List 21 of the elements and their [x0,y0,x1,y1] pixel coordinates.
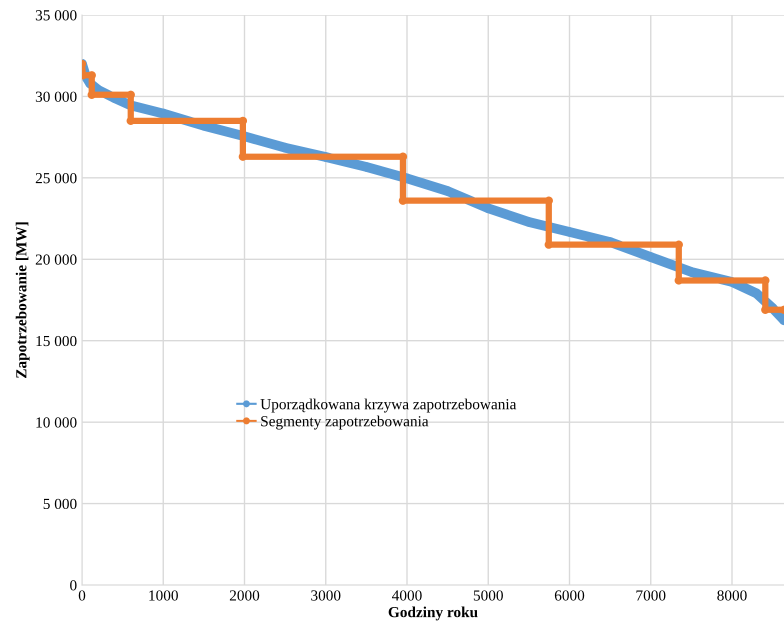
y-axis-title: Zapotrzebowanie [MW] [16,222,30,378]
y-tick-label: 5 000 [44,498,77,510]
y-tick-label: 0 [70,580,77,590]
x-tick-label: 5000 [474,590,503,601]
y-tick-label: 35 000 [36,10,77,20]
x-tick-label: 1000 [149,590,178,601]
y-tick-label: 25 000 [36,173,77,184]
y-tick-label: 15 000 [36,336,77,346]
y-tick-label: 30 000 [36,92,77,102]
y-tick-label: 20 000 [36,254,77,265]
legend-label: Uporządkowana krzywa zapotrzebowania [260,398,516,412]
legend-label: Segmenty zapotrzebowania [261,416,428,430]
x-tick-label: 7000 [636,590,666,601]
x-tick-label: 4000 [392,590,422,601]
x-axis-title: Godziny roku [388,606,478,620]
x-tick-label: 0 [78,590,86,601]
y-tick-label: 10 000 [36,417,77,428]
x-tick-label: 3000 [311,590,340,601]
x-tick-label: 8000 [717,590,747,601]
x-tick-label: 2000 [230,590,260,601]
x-tick-label: 6000 [554,590,584,601]
